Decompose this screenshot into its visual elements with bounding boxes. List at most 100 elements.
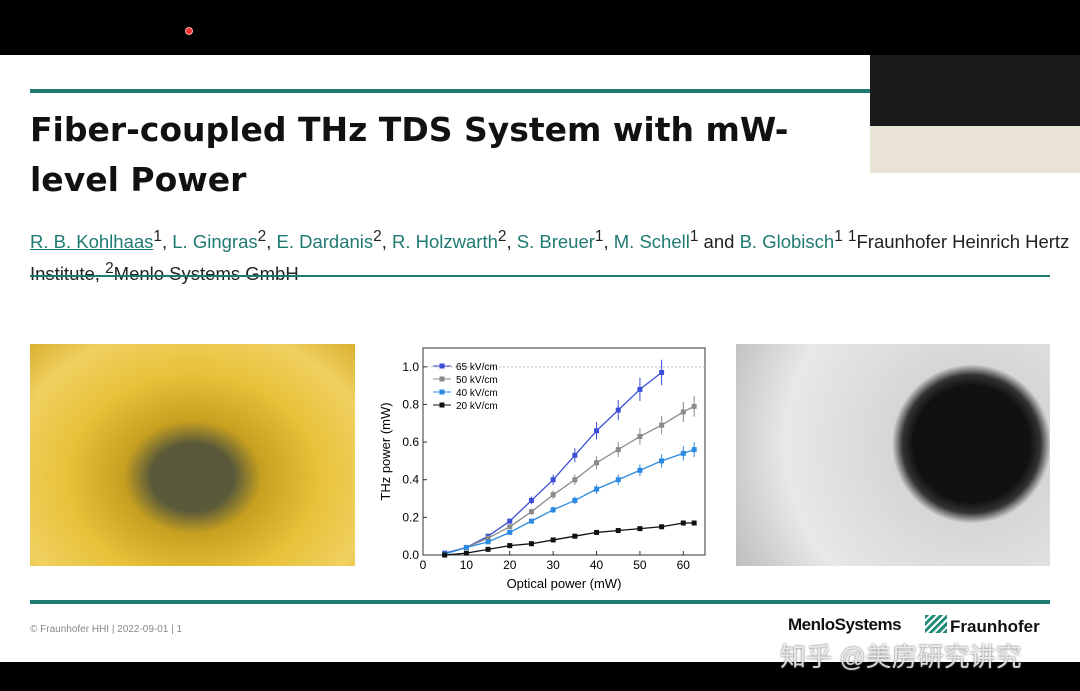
x-tick-label: 40 bbox=[590, 558, 604, 572]
data-point bbox=[507, 524, 513, 530]
author-affiliation: 1 bbox=[834, 228, 843, 245]
laser-pointer bbox=[185, 27, 193, 35]
data-point bbox=[680, 450, 686, 456]
author-affiliation: 1 bbox=[153, 228, 162, 245]
webcam-inset bbox=[870, 55, 1080, 173]
author-affiliation: 2 bbox=[497, 228, 507, 245]
top-rule bbox=[30, 89, 870, 93]
data-point bbox=[528, 541, 534, 547]
x-tick-label: 20 bbox=[503, 558, 517, 572]
data-point bbox=[659, 422, 665, 428]
data-point bbox=[691, 403, 697, 409]
footer: © Fraunhofer HHI | 2022-09-01 | 1 bbox=[30, 624, 183, 635]
authors: R. B. Kohlhaas1, L. Gingras2, E. Dardani… bbox=[30, 228, 1070, 285]
legend-marker bbox=[439, 376, 445, 382]
y-tick-label: 1.0 bbox=[402, 360, 419, 374]
legend-label: 50 kV/cm bbox=[456, 375, 498, 386]
data-point bbox=[572, 477, 578, 483]
x-tick-label: 10 bbox=[460, 558, 474, 572]
legend-marker bbox=[439, 402, 445, 408]
data-point bbox=[442, 552, 448, 558]
data-point bbox=[594, 460, 600, 466]
legend-label: 20 kV/cm bbox=[456, 401, 498, 412]
data-point bbox=[615, 528, 621, 534]
data-point bbox=[528, 518, 534, 524]
data-point bbox=[615, 407, 621, 413]
fraunhofer-logo: Fraunhofer bbox=[950, 617, 1040, 636]
y-tick-label: 0.8 bbox=[402, 397, 419, 411]
plot-frame bbox=[422, 347, 706, 556]
legend-marker bbox=[439, 389, 445, 395]
data-point bbox=[659, 369, 665, 375]
data-point bbox=[485, 539, 491, 545]
data-point bbox=[691, 520, 697, 526]
affiliation: Menlo Systems GmbH bbox=[113, 263, 299, 285]
data-point bbox=[637, 386, 643, 392]
legend-marker bbox=[439, 363, 445, 369]
y-tick-label: 0.2 bbox=[402, 510, 419, 524]
x-tick-label: 0 bbox=[420, 558, 427, 572]
divider bbox=[30, 275, 1050, 277]
data-point bbox=[659, 524, 665, 530]
y-tick-label: 0.4 bbox=[402, 473, 419, 487]
data-point bbox=[615, 477, 621, 483]
author[interactable]: R. B. Kohlhaas bbox=[30, 231, 154, 253]
data-point bbox=[485, 546, 491, 552]
data-point bbox=[550, 537, 556, 543]
data-point bbox=[463, 550, 469, 556]
data-point bbox=[691, 447, 697, 453]
author: R. Holzwarth bbox=[392, 231, 498, 253]
x-tick-label: 60 bbox=[677, 558, 691, 572]
legend-label: 40 kV/cm bbox=[456, 388, 498, 399]
data-point bbox=[680, 409, 686, 415]
data-point bbox=[572, 533, 578, 539]
data-point bbox=[615, 447, 621, 453]
data-point bbox=[507, 529, 513, 535]
footer-rule bbox=[30, 600, 1050, 604]
x-axis-label: Optical power (mW) bbox=[507, 576, 622, 591]
data-point bbox=[594, 529, 600, 535]
data-point bbox=[463, 544, 469, 550]
data-point bbox=[550, 507, 556, 513]
author: B. Globisch bbox=[739, 231, 835, 253]
thz-power-chart: 0 10 20 30 40 50 60 0.0 0.2 0.4 0.6 0.8 1.0 Optical p… bbox=[378, 347, 706, 591]
y-axis-label: THz power (mW) bbox=[378, 402, 393, 500]
data-point bbox=[507, 518, 513, 524]
data-point bbox=[594, 486, 600, 492]
author: M. Schell bbox=[613, 231, 690, 253]
author-affiliation: 2 bbox=[373, 228, 382, 245]
photo-fiber-module bbox=[736, 344, 1050, 566]
data-point bbox=[637, 526, 643, 532]
y-tick-label: 0.0 bbox=[402, 548, 419, 562]
slide-title: Fiber-coupled THz TDS System with mW-lev… bbox=[30, 110, 789, 199]
author: S. Breuer bbox=[516, 231, 595, 253]
watermark: 知乎 @美房研究讲究 bbox=[780, 642, 1022, 672]
affiliation: Fraunhofer Heinrich Hertz Institute, bbox=[30, 231, 1070, 285]
author-affiliation: 2 bbox=[257, 228, 267, 245]
data-point bbox=[507, 543, 513, 549]
and-text: and bbox=[698, 231, 740, 253]
data-point bbox=[550, 477, 556, 483]
data-point bbox=[528, 497, 534, 503]
slide: Fiber-coupled THz TDS System with mW-lev… bbox=[0, 55, 1080, 672]
fraunhofer-logo-icon bbox=[925, 615, 947, 633]
data-point bbox=[680, 520, 686, 526]
data-point bbox=[594, 428, 600, 434]
y-tick-label: 0.6 bbox=[402, 435, 419, 449]
data-point bbox=[637, 433, 643, 439]
author: E. Dardanis bbox=[276, 231, 374, 253]
data-point bbox=[550, 492, 556, 498]
data-point bbox=[659, 458, 665, 464]
menlo-logo: MenloSystems bbox=[788, 615, 902, 634]
author-affiliation: 1 bbox=[689, 228, 699, 245]
data-point bbox=[572, 497, 578, 503]
x-tick-label: 50 bbox=[633, 558, 647, 572]
data-point bbox=[637, 467, 643, 473]
data-point bbox=[528, 509, 534, 515]
author: L. Gingras bbox=[172, 231, 258, 253]
x-tick-label: 30 bbox=[546, 558, 560, 572]
author-affiliation: 1 bbox=[594, 228, 604, 245]
photo-emitter-mount bbox=[30, 344, 355, 566]
data-point bbox=[572, 452, 578, 458]
data-point bbox=[485, 535, 491, 541]
